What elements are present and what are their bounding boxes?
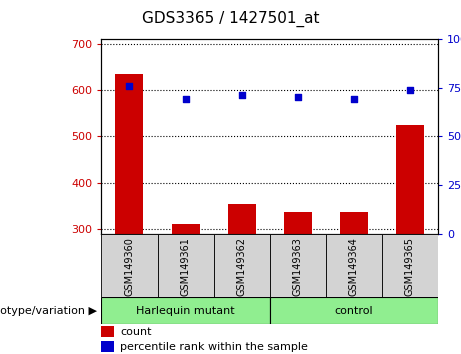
Text: GSM149365: GSM149365 (405, 237, 415, 296)
Text: GSM149360: GSM149360 (124, 237, 135, 296)
Point (350, 96, 358, 102)
Bar (284, 212, 312, 234)
Bar (270, 297, 438, 324)
Text: count: count (120, 327, 152, 337)
Text: Harlequin mutant: Harlequin mutant (136, 306, 235, 316)
Bar (213, 234, 270, 297)
Bar (171, 224, 200, 234)
Bar (101, 297, 270, 324)
Bar (101, 341, 113, 353)
Text: GSM149362: GSM149362 (236, 237, 247, 296)
Text: GDS3365 / 1427501_at: GDS3365 / 1427501_at (142, 11, 319, 27)
Bar (101, 326, 113, 337)
Bar (270, 234, 326, 297)
Bar (101, 234, 158, 297)
Point (126, 83, 133, 88)
Bar (115, 74, 143, 234)
Bar (382, 234, 438, 297)
Text: genotype/variation ▶: genotype/variation ▶ (0, 306, 97, 316)
Text: control: control (335, 306, 373, 316)
Point (238, 92, 245, 98)
Text: GSM149364: GSM149364 (349, 237, 359, 296)
Point (406, 87, 414, 92)
Bar (396, 125, 424, 234)
Text: GSM149363: GSM149363 (293, 237, 303, 296)
Point (182, 96, 189, 102)
Bar (228, 204, 256, 234)
Point (294, 95, 301, 100)
Bar (326, 234, 382, 297)
Text: percentile rank within the sample: percentile rank within the sample (120, 342, 308, 352)
Bar (340, 212, 368, 234)
Text: GSM149361: GSM149361 (181, 237, 190, 296)
Bar (158, 234, 213, 297)
